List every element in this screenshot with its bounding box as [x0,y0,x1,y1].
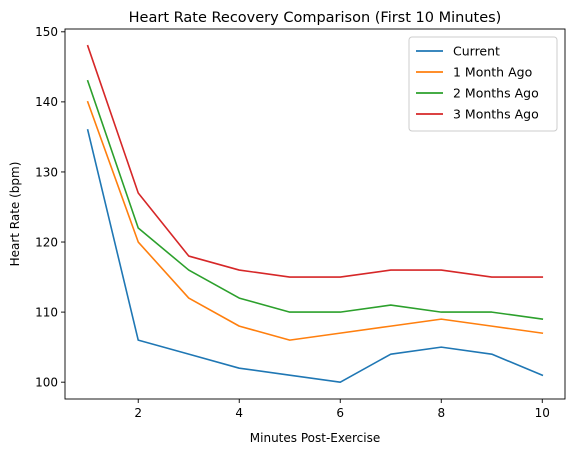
x-tick-label: 4 [235,406,243,420]
y-tick-label: 100 [35,375,58,389]
x-axis-label: Minutes Post-Exercise [250,431,380,445]
series-line-3-months-ago [86,44,544,278]
legend-label-1-month-ago: 1 Month Ago [453,65,532,80]
series-line-current [86,128,544,383]
y-tick-label: 110 [35,305,58,319]
legend-label-2-months-ago: 2 Months Ago [453,86,539,101]
x-tick-label: 2 [134,406,142,420]
chart-title: Heart Rate Recovery Comparison (First 10… [129,10,502,26]
axes-frame [64,28,566,400]
legend-label-3-months-ago: 3 Months Ago [453,107,539,122]
legend-box [408,36,558,132]
series-line-1-month-ago [86,100,544,341]
y-tick-label: 120 [35,235,58,249]
x-tick-label: 6 [336,406,344,420]
legend: Current 1 Month Ago 2 Months Ago 3 Months A… [408,36,558,132]
legend-label-current: Current [453,44,500,59]
y-tick-label: 150 [35,25,58,39]
y-tick-label: 140 [35,95,58,109]
y-tick-label: 130 [35,165,58,179]
series-line-2-months-ago [86,79,544,321]
y-axis-label: Heart Rate (bpm) [8,162,22,267]
plot-area: 2 4 6 8 10 100 110 120 130 140 150 [35,25,566,420]
x-tick-label: 10 [535,406,550,420]
x-tick-label: 8 [437,406,445,420]
